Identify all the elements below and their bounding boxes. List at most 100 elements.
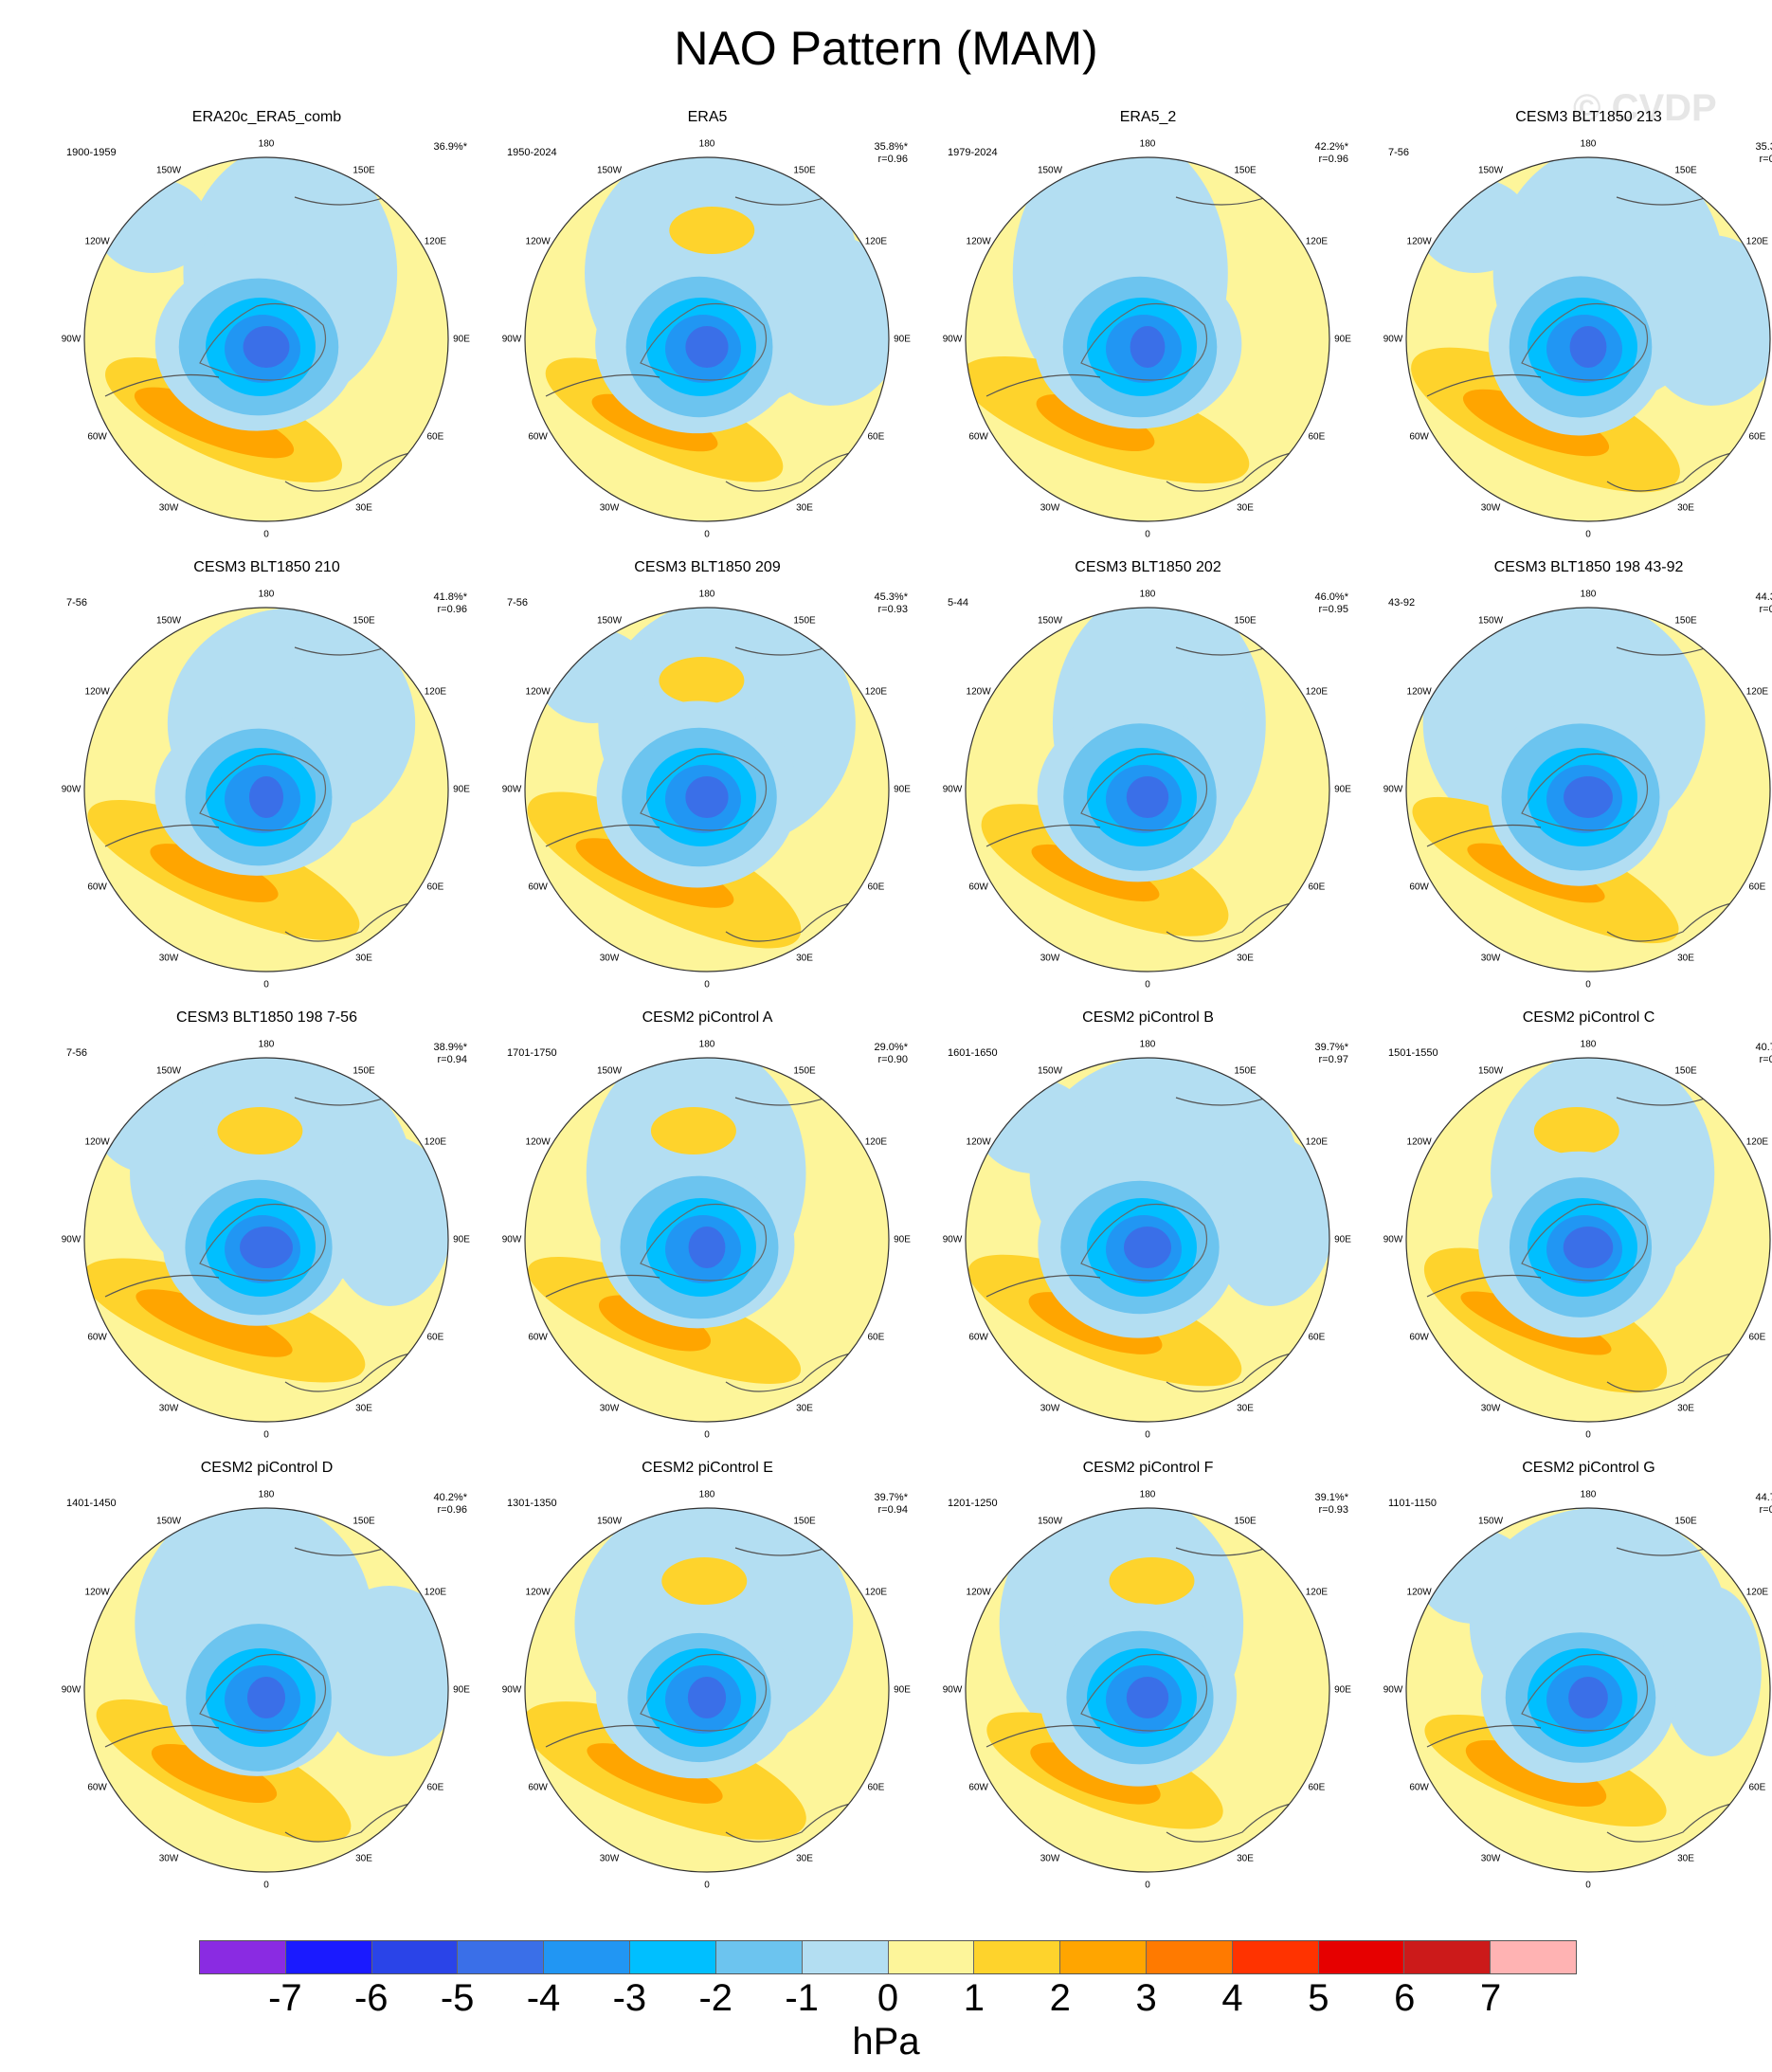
low-center: [1568, 1677, 1608, 1718]
longitude-label: 30W: [158, 1853, 179, 1864]
map-border: [1405, 607, 1771, 972]
longitude-label: 30E: [355, 953, 372, 964]
longitude-label: 120E: [1305, 1587, 1329, 1598]
panel-variance: 42.2%* r=0.96: [1282, 141, 1348, 166]
colorbar-box: [802, 1941, 889, 1973]
colorbar-box: [285, 1941, 372, 1973]
negative-region: [1418, 628, 1531, 723]
longitude-label: 30W: [1480, 1853, 1501, 1864]
positive-region: [151, 1743, 278, 1804]
colorbar-tick-label: 4: [1221, 1977, 1243, 2019]
panel-title: ERA5_2: [1119, 109, 1177, 125]
longitude-label: 60W: [528, 1332, 548, 1343]
panel-variance: 35.8%* r=0.96: [841, 141, 908, 166]
longitude-label: 60W: [528, 1782, 548, 1793]
coastline: [199, 1203, 327, 1281]
longitude-label: 60E: [426, 882, 444, 893]
longitude-label: 180: [1580, 1039, 1597, 1050]
longitude-label: 30W: [599, 953, 620, 964]
longitude-label: 90W: [61, 334, 81, 345]
low-center: [685, 326, 729, 368]
longitude-label: 120E: [1305, 236, 1329, 247]
variance-explained: 29.0%*: [874, 1042, 908, 1053]
coastline: [1521, 1203, 1649, 1281]
longitude-label: 30E: [1237, 502, 1254, 514]
longitude-label: 120W: [966, 236, 991, 247]
map-border: [965, 1507, 1330, 1873]
map-border: [83, 1057, 449, 1423]
colorbar-tick-label: 3: [1135, 1977, 1157, 2019]
longitude-label: 30E: [796, 502, 813, 514]
coastline: [199, 302, 327, 381]
panel-variance: 39.7%* r=0.94: [841, 1492, 908, 1517]
longitude-label: 0: [704, 529, 710, 540]
panel-title: CESM2 piControl D: [200, 1460, 334, 1476]
panel-period: 1979-2024: [948, 147, 998, 158]
low-center: [685, 776, 729, 818]
longitude-label: 120W: [1406, 1587, 1432, 1598]
longitude-label: 180: [698, 1039, 715, 1050]
colorbar-box: [1318, 1941, 1405, 1973]
longitude-label: 120E: [864, 686, 888, 698]
longitude-label: 150E: [1674, 615, 1697, 627]
panel-title: CESM2 piControl E: [642, 1460, 773, 1476]
panel-variance: 46.0%* r=0.95: [1282, 591, 1348, 616]
longitude-label: 60W: [1409, 431, 1429, 443]
negative-region: [1418, 1529, 1531, 1624]
longitude-label: 30W: [158, 953, 179, 964]
longitude-label: 30W: [1480, 502, 1501, 514]
panel-period: 1950-2024: [507, 147, 557, 158]
colorbar-units: hPa: [852, 2021, 920, 2063]
longitude-label: 150W: [596, 1516, 623, 1527]
coastline: [640, 302, 768, 381]
coastline: [1080, 1653, 1208, 1732]
coastline: [1080, 753, 1208, 831]
longitude-label: 150E: [793, 165, 816, 176]
longitude-label: 90W: [942, 1684, 963, 1696]
pattern-correlation: r=0.93: [1318, 1504, 1349, 1516]
panel-title: CESM2 piControl G: [1522, 1460, 1655, 1476]
longitude-label: 90W: [1383, 334, 1403, 345]
polar-map: [83, 1507, 449, 1873]
longitude-label: 90E: [894, 1684, 911, 1696]
colorbar-box: [458, 1941, 545, 1973]
panel-period: 1601-1650: [948, 1047, 998, 1059]
low-center: [1569, 326, 1607, 368]
panel-period: 1701-1750: [507, 1047, 557, 1059]
panel-title: CESM3 BLT1850 209: [634, 559, 781, 575]
pattern-correlation: r=0.94: [437, 1054, 468, 1065]
longitude-label: 150W: [596, 165, 623, 176]
map-panel: CESM2 piControl A 1701-1750 29.0%* r=0.90 18…: [486, 1009, 929, 1461]
longitude-label: 0: [263, 1880, 269, 1891]
longitude-label: 0: [1585, 1880, 1591, 1891]
longitude-label: 30W: [1480, 953, 1501, 964]
colorbar-tick-label: -7: [268, 1977, 302, 2019]
map-border: [524, 1057, 890, 1423]
longitude-label: 60W: [87, 1332, 107, 1343]
longitude-label: 180: [1580, 138, 1597, 150]
low-center: [1124, 1227, 1171, 1268]
longitude-label: 0: [704, 1880, 710, 1891]
pattern-correlation: r=0.94: [877, 1504, 909, 1516]
map-panel: ERA5 1950-2024 35.8%* r=0.96 180 150E 120E 90E 6…: [486, 109, 929, 560]
polar-map: [1405, 1507, 1771, 1873]
longitude-label: 120W: [84, 1587, 110, 1598]
longitude-label: 150W: [1037, 1516, 1063, 1527]
variance-explained: 44.3%*: [1755, 591, 1772, 603]
coastline: [640, 1653, 768, 1732]
polar-map: [524, 1507, 890, 1873]
longitude-label: 150W: [155, 1065, 182, 1077]
variance-explained: 36.9%*: [433, 141, 467, 153]
longitude-label: 150E: [1674, 1065, 1697, 1077]
map-panel: ERA20c_ERA5_comb 1900-1959 36.9%* 180 150E 12…: [45, 109, 488, 560]
pattern-correlation: r=0.96: [877, 154, 909, 165]
map-border: [1405, 1507, 1771, 1873]
longitude-label: 150E: [793, 1516, 816, 1527]
longitude-label: 30W: [1480, 1403, 1501, 1414]
longitude-label: 90W: [1383, 1684, 1403, 1696]
panel-variance: 36.9%*: [401, 141, 467, 154]
coastline: [640, 1203, 768, 1281]
longitude-label: 90W: [501, 1684, 522, 1696]
colorbar-box: [715, 1941, 803, 1973]
panel-variance: 40.7%*r=0.94: [1723, 1042, 1772, 1066]
